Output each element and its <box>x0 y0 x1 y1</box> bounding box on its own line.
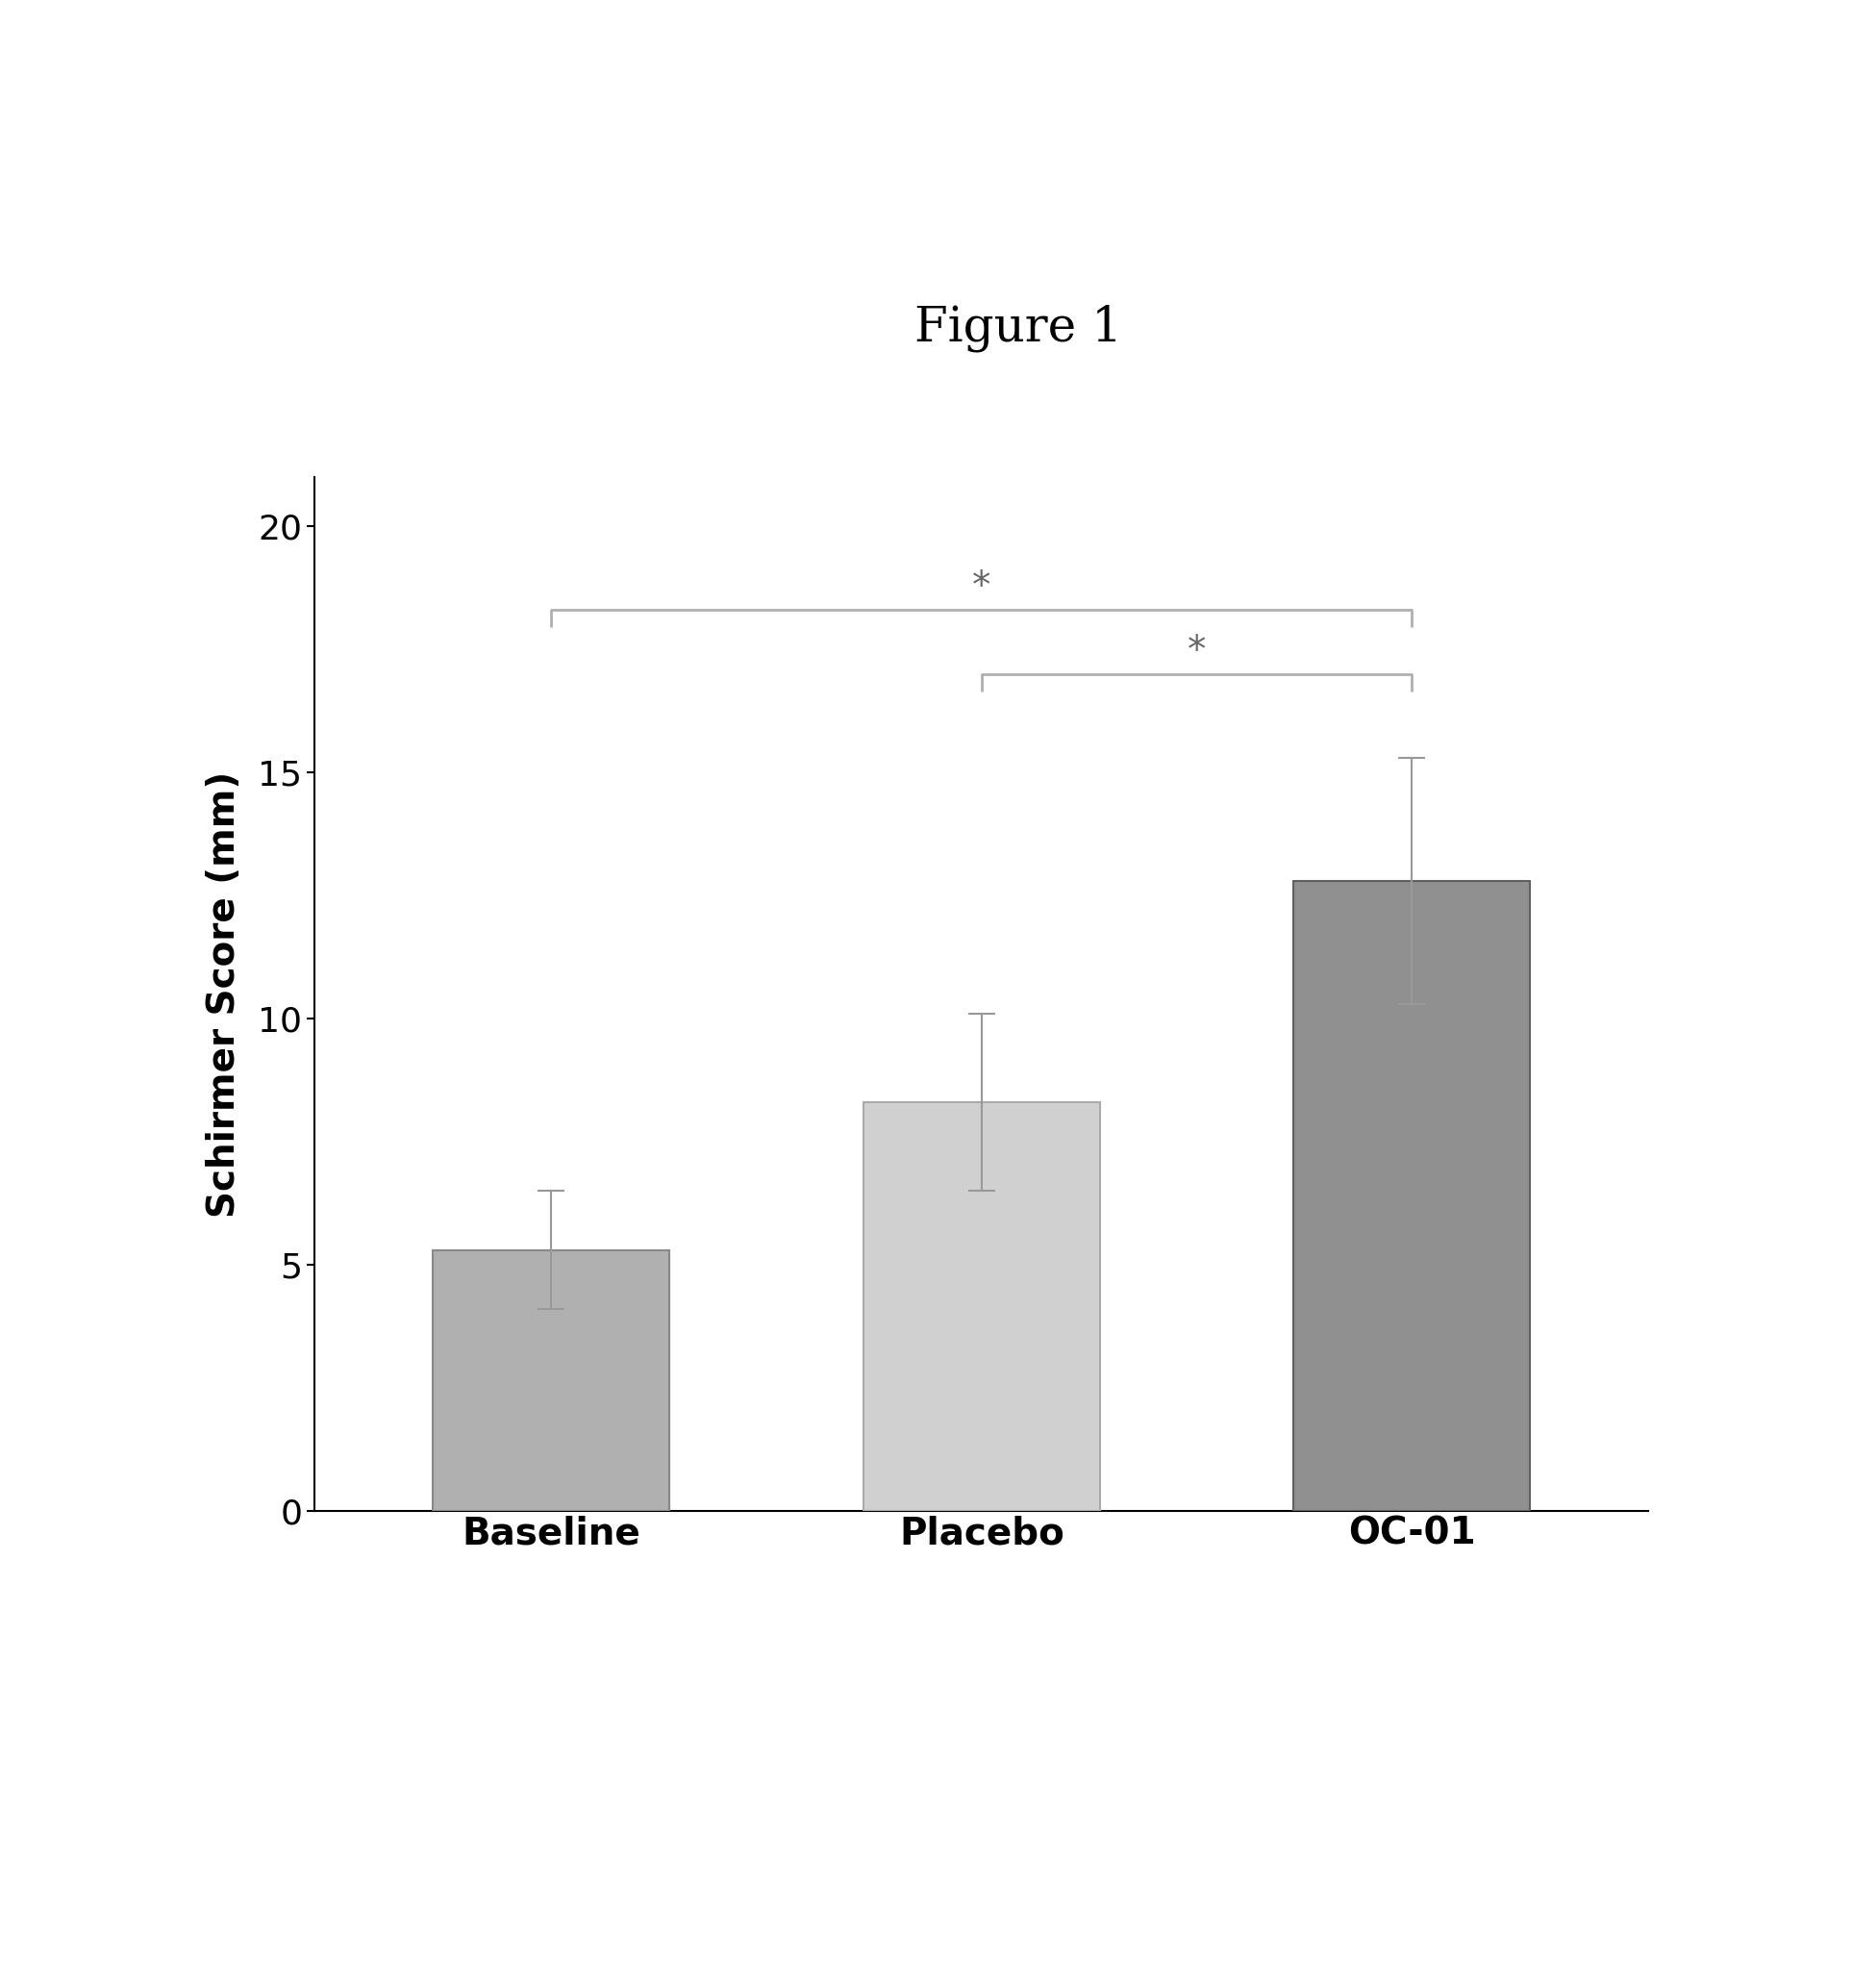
Text: *: * <box>972 569 991 604</box>
Bar <box>1293 881 1530 1511</box>
Bar <box>863 1101 1100 1511</box>
Text: Figure 1: Figure 1 <box>915 304 1122 352</box>
Text: *: * <box>1187 632 1206 670</box>
Y-axis label: Schirmer Score (mm): Schirmer Score (mm) <box>206 771 243 1217</box>
Bar <box>433 1250 670 1511</box>
